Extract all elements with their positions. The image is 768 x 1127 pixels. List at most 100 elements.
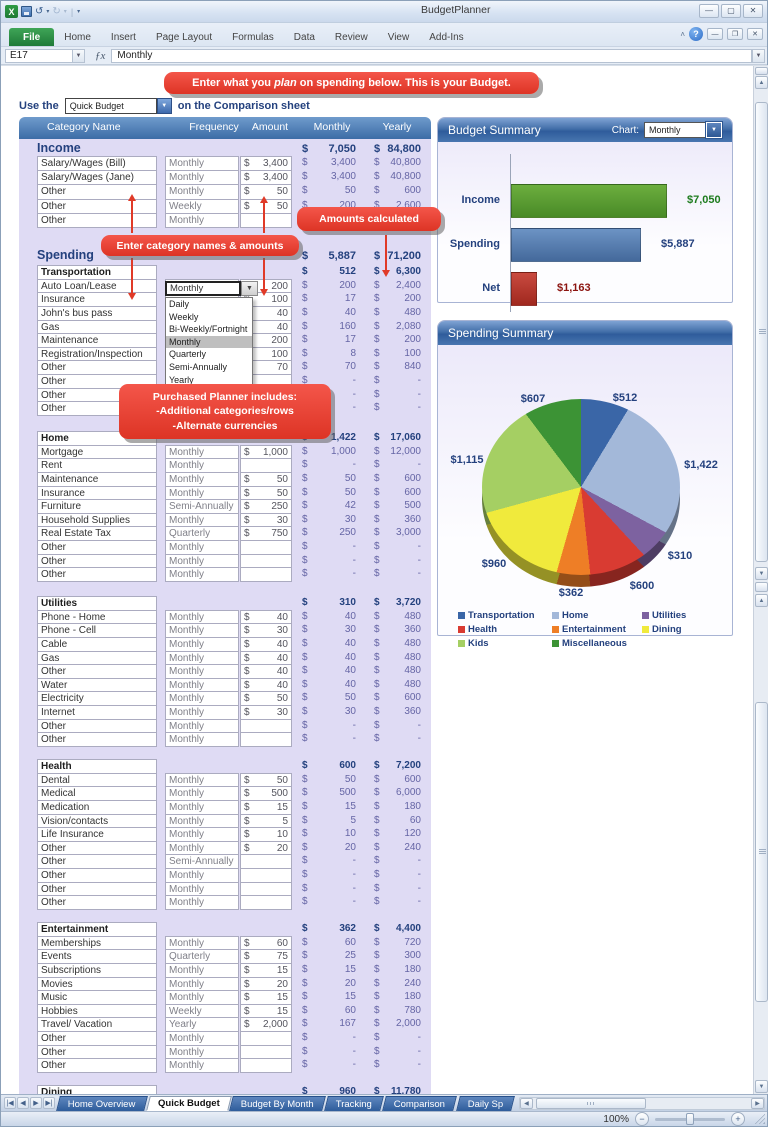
workbook-minimize-icon[interactable]: — [707,28,723,40]
section-header-row: Dining $960 $11,780 [19,1085,431,1094]
freq-option[interactable]: Bi-Weekly/Fortnight [169,324,248,335]
prev-sheet-icon[interactable]: ◀ [17,1097,29,1109]
scroll-up-icon[interactable]: ▲ [755,76,768,89]
last-sheet-icon[interactable]: ▶| [43,1097,55,1109]
zoom-slider-handle[interactable] [686,1112,694,1125]
dropdown-arrow-icon[interactable]: ▼ [156,98,172,114]
sheet-tab-quick-budget[interactable]: Quick Budget [145,1096,232,1111]
ribbon-tab-page-layout[interactable]: Page Layout [155,32,213,43]
excel-app-icon[interactable]: X [5,5,18,18]
sheet-tab-comparison[interactable]: Comparison [382,1096,458,1111]
freq-option[interactable]: Yearly [169,374,194,385]
frequency-cell[interactable]: Monthly [165,732,239,748]
split-handle[interactable] [755,582,768,592]
sheet-tab-tracking[interactable]: Tracking [324,1096,385,1111]
hscroll-thumb[interactable] [535,1098,646,1109]
dropdown-arrow-icon[interactable]: ▼ [705,121,723,139]
undo-icon[interactable]: ↺ [35,5,44,17]
category-cell[interactable]: Other [37,895,157,911]
amount-cell[interactable]: $40 [240,636,292,652]
sheet-tab-daily-sp[interactable]: Daily Sp [455,1096,515,1111]
category-cell[interactable]: Dining [37,1085,157,1094]
scroll-down-icon-upper[interactable]: ▼ [755,567,768,580]
minimize-button[interactable]: — [699,4,719,18]
fx-icon[interactable]: ƒx [95,49,106,62]
zoom-in-icon[interactable]: + [731,1112,745,1126]
ribbon-tab-add-ins[interactable]: Add-Ins [429,32,464,43]
resize-grip[interactable] [755,1114,765,1124]
amount-cell[interactable]: $50 [240,691,292,707]
ribbon-tab-file[interactable]: File [9,28,55,46]
formula-input[interactable]: Monthly [111,48,752,63]
arrow-to-yearly [382,235,390,277]
close-button[interactable]: ✕ [743,4,763,18]
scrollbar-thumb-lower[interactable] [755,702,768,1002]
amount-cell[interactable] [240,212,292,228]
save-icon[interactable] [21,6,32,17]
combo-arrow-icon[interactable]: ▼ [241,281,258,296]
customize-qat-icon[interactable]: ▾ [77,9,81,15]
formula-bar-expand-icon[interactable]: ▼ [752,48,765,63]
frequency-cell-combo[interactable]: Monthly ▼ [165,281,258,296]
freq-option[interactable]: Daily [169,299,190,309]
freq-option[interactable]: Weekly [169,311,199,322]
first-sheet-icon[interactable]: |◀ [4,1097,16,1109]
zoom-slider[interactable] [655,1112,725,1125]
workbook-restore-icon[interactable]: ❐ [727,28,743,40]
workbook-close-icon[interactable]: ✕ [747,28,763,40]
scroll-down-icon-lower[interactable]: ▼ [755,1080,768,1093]
amount-cell[interactable]: $10 [240,827,292,842]
hscroll-left-icon[interactable]: ◀ [519,1098,533,1109]
scrollbar-thumb-upper[interactable] [755,102,768,562]
category-cell[interactable]: Other [37,732,157,748]
tab-nav: |◀ ◀ ▶ ▶| [1,1095,58,1111]
hscroll-right-icon[interactable]: ▶ [751,1098,764,1109]
zoom-out-icon[interactable]: − [635,1112,649,1126]
category-cell[interactable]: Other [37,212,157,228]
name-box[interactable]: E17 [5,48,73,63]
frequency-cell[interactable]: Monthly [165,212,239,228]
ribbon-tab-insert[interactable]: Insert [110,32,136,43]
amount-cell[interactable] [240,895,292,911]
category-cell[interactable]: Other [37,567,157,583]
undo-dropdown-icon[interactable]: ▾ [46,9,50,15]
next-sheet-icon[interactable]: ▶ [30,1097,42,1109]
view-select-dropdown[interactable]: Quick Budget ▼ [64,98,172,114]
frequency-cell[interactable]: Monthly [165,1058,239,1074]
split-box[interactable] [755,67,768,75]
frequency-cell[interactable]: Monthly [165,895,239,911]
freq-option[interactable]: Monthly [166,335,252,349]
scroll-up-icon-lower[interactable]: ▲ [755,594,768,607]
bar-value: $7,050 [687,194,721,206]
horizontal-scrollbar[interactable]: ◀ ▶ [518,1097,765,1110]
restore-button[interactable]: ▢ [721,4,741,18]
sheet-tab-budget-by-month[interactable]: Budget By Month [229,1096,327,1111]
table-row: Insurance Monthly $50 $50 $600 [19,485,431,501]
ribbon-tab-formulas[interactable]: Formulas [232,32,274,43]
frequency-cell[interactable]: Monthly [165,567,239,583]
amount-cell[interactable] [240,567,292,583]
pie-label-miscellaneous: $607 [520,393,546,405]
freq-option[interactable]: Quarterly [169,349,207,360]
category-cell[interactable]: Other [37,1058,157,1074]
sheet-tab-home-overview[interactable]: Home Overview [56,1096,148,1111]
freq-option[interactable]: Semi-Annually [169,361,228,372]
vertical-scrollbar[interactable]: ▲ ▼ ▲ ▼ [753,66,768,1094]
ribbon-tab-home[interactable]: Home [64,32,91,43]
category-cell[interactable]: Movies [37,976,157,992]
ribbon-tab-review[interactable]: Review [334,32,368,43]
amount-cell[interactable]: $20 [240,840,292,856]
minimize-ribbon-icon[interactable]: ˄ [680,29,685,39]
ribbon-tab-view[interactable]: View [387,32,410,43]
amount-cell[interactable] [240,732,292,748]
amount-cell[interactable] [240,1058,292,1074]
ribbon-tab-data[interactable]: Data [293,32,315,43]
legend-entertainment: Entertainment [552,624,626,635]
chart-period-dropdown[interactable]: Monthly ▼ [644,121,723,139]
name-box-dropdown-icon[interactable]: ▼ [73,48,85,63]
amount-cell[interactable]: $750 [240,526,292,542]
help-icon[interactable]: ? [689,27,703,41]
